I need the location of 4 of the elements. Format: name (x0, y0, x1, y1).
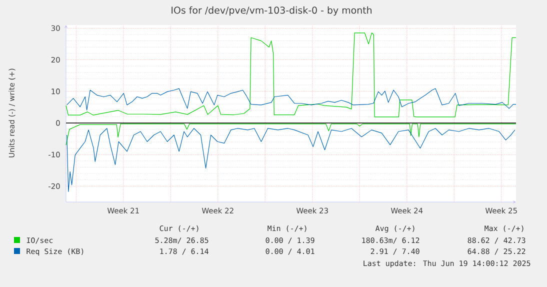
line-series (66, 88, 516, 110)
line-series (66, 128, 516, 192)
chart-title: IOs for /dev/pve/vm-103-disk-0 - by month (172, 6, 372, 16)
line-series (66, 32, 516, 118)
